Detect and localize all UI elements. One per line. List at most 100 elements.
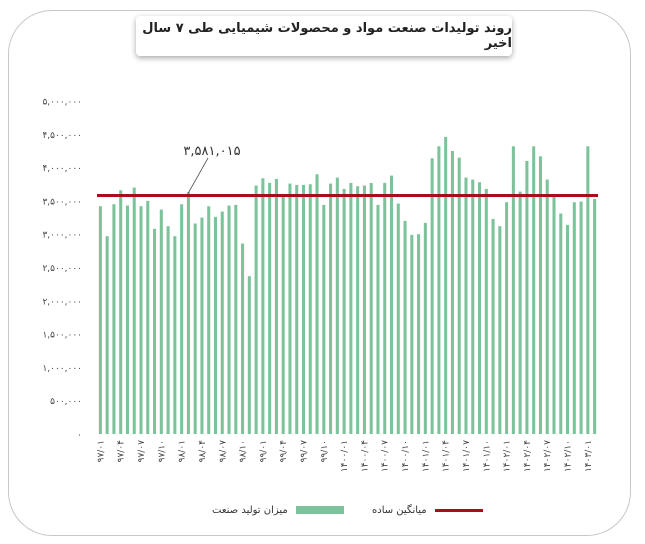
bar [329,183,333,434]
bar [139,206,143,434]
bar [98,206,102,434]
bar [498,226,502,434]
x-tick-label: ۹۹/۰۱ [259,440,269,462]
y-tick-label: ۳,۵۰۰,۰۰۰ [42,197,82,207]
x-tick-label: ۱۴۰۳/۰۱ [584,440,594,472]
bar [241,243,245,434]
bar [505,202,509,434]
bar [112,204,116,434]
bar [356,186,360,434]
y-tick-label: ۲,۰۰۰,۰۰۰ [42,297,82,307]
bar [525,160,529,434]
bar [403,220,407,434]
bar [437,146,441,435]
x-tick-label: ۱۴۰۱/۰۴ [442,440,452,472]
bar [342,188,346,434]
bar [132,187,136,434]
x-tick-label: ۱۴۰۱/۰۷ [462,440,472,472]
x-tick-label: ۱۴۰۲/۰۷ [543,440,553,472]
bar [444,136,448,434]
x-tick-label: ۱۴۰۲/۰۱ [503,440,513,472]
x-tick-label: ۹۸/۱۰ [239,440,249,462]
bar [464,177,468,434]
bar [301,184,306,434]
bar [376,204,380,434]
chart-title: روند تولیدات صنعت مواد و محصولات شیمیایی… [142,21,512,51]
legend-swatch-average [434,508,483,512]
bar [417,234,421,434]
bar [423,222,427,434]
bar [180,204,184,434]
bar [234,204,238,434]
x-tick-label: ۹۹/۰۴ [279,440,289,463]
bar [308,184,312,434]
bar [579,201,583,434]
y-tick-label: ۱,۰۰۰,۰۰۰ [42,364,82,374]
bar [295,184,299,434]
bar [173,236,177,434]
legend-label-production: میزان تولید صنعت [212,504,288,516]
bar [247,276,251,434]
bar [159,209,163,434]
bar [186,192,190,434]
bar [538,156,542,434]
x-tick-label: ۹۹/۱۰ [320,440,330,462]
average-line-group: ۳,۵۸۱,۰۱۵ [97,144,598,198]
bar [213,216,218,434]
bar [545,179,549,434]
bar [288,183,292,434]
x-tick-label: ۱۴۰۲/۱۰ [564,440,574,472]
bar [335,177,339,434]
x-tick-label: ۹۷/۱۰ [157,440,167,462]
bar [491,218,495,434]
bar [518,191,522,434]
bar [450,150,454,434]
bar [552,194,556,434]
bar [322,204,326,434]
x-tick-label: ۹۸/۰۴ [198,440,208,463]
bar [410,234,414,434]
bar [484,188,488,434]
x-tick-label: ۹۷/۰۷ [137,440,147,463]
bar [281,194,285,434]
bar [532,146,536,435]
bar [220,211,224,434]
bar [146,200,150,434]
y-tick-label: ۴,۵۰۰,۰۰۰ [42,131,82,141]
bar [105,236,109,434]
x-tick-label: ۱۴۰۱/۱۰ [482,440,492,472]
legend-item-average: میانگین ساده [372,502,483,518]
x-tick-label: ۹۸/۰۷ [218,440,228,463]
bar [389,175,394,434]
bar [227,205,231,434]
x-tick-label: ۱۴۰۱/۰۱ [421,440,431,472]
y-tick-label: ۲,۵۰۰,۰۰۰ [42,264,82,274]
bar [153,228,157,434]
y-tick-label: ۳,۰۰۰,۰۰۰ [42,231,82,241]
bar [166,226,170,434]
x-tick-label: ۹۷/۰۱ [96,440,106,462]
legend-swatch-production [295,506,344,514]
legend-item-production: میزان تولید صنعت [212,502,344,518]
legend-label-average: میانگین ساده [372,504,427,516]
bar [254,185,258,434]
bar [193,223,197,434]
bar [315,174,319,434]
bar [369,182,373,434]
bar [362,185,366,434]
x-tick-label: ۹۹/۰۷ [299,440,309,463]
x-tick-label: ۱۴۰۰/۰۴ [360,440,370,472]
bar [478,182,482,434]
bar [207,206,211,434]
bar [268,182,272,434]
bar [471,179,475,434]
x-tick-label: ۱۴۰۰/۰۷ [381,440,391,472]
y-axis-labels: ۵,۰۰۰,۰۰۰ ۴,۵۰۰,۰۰۰ ۴,۰۰۰,۰۰۰ ۳,۵۰۰,۰۰۰ ۳,۰۰… [42,98,82,441]
x-tick-label: ۱۴۰۰/۰۱ [340,440,350,472]
bar-series [98,136,597,435]
bar [119,190,123,434]
y-tick-label: ۴,۰۰۰,۰۰۰ [42,164,82,174]
bar [383,182,387,434]
bar [511,146,515,435]
